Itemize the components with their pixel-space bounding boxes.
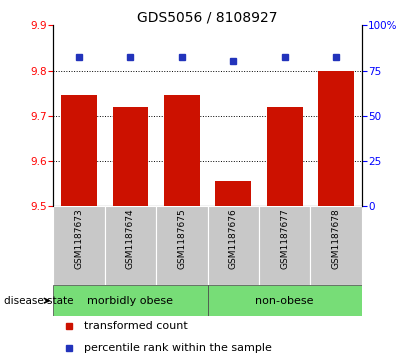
Bar — [208, 206, 259, 285]
Bar — [215, 181, 251, 206]
Text: GSM1187673: GSM1187673 — [75, 208, 83, 269]
Text: non-obese: non-obese — [255, 296, 314, 306]
Bar — [105, 206, 156, 285]
Text: GSM1187677: GSM1187677 — [280, 208, 289, 269]
Text: disease state: disease state — [4, 296, 74, 306]
Bar — [318, 70, 354, 206]
Text: transformed count: transformed count — [84, 321, 188, 331]
Text: GSM1187675: GSM1187675 — [178, 208, 186, 269]
Bar — [164, 95, 200, 206]
Bar — [53, 206, 105, 285]
Bar — [53, 285, 208, 316]
Text: morbidly obese: morbidly obese — [88, 296, 173, 306]
Text: GSM1187676: GSM1187676 — [229, 208, 238, 269]
Text: GSM1187674: GSM1187674 — [126, 208, 135, 269]
Title: GDS5056 / 8108927: GDS5056 / 8108927 — [137, 10, 278, 24]
Bar — [310, 206, 362, 285]
Text: percentile rank within the sample: percentile rank within the sample — [84, 343, 272, 353]
Text: GSM1187678: GSM1187678 — [332, 208, 340, 269]
Bar — [267, 107, 302, 206]
Bar — [259, 206, 310, 285]
Bar — [113, 107, 148, 206]
Bar — [208, 285, 362, 316]
Bar — [61, 95, 97, 206]
Bar — [156, 206, 208, 285]
